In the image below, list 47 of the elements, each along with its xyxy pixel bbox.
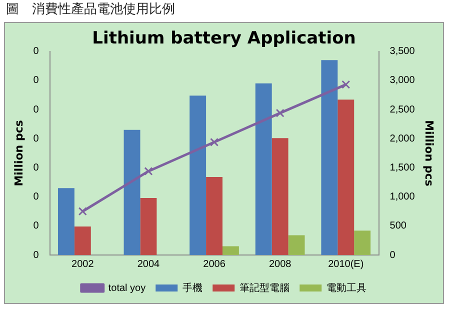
legend-label: 手機 <box>182 282 203 294</box>
bar <box>255 83 272 255</box>
point <box>78 207 87 216</box>
y-tick-label: 1,000 <box>390 192 416 203</box>
bar <box>190 96 206 255</box>
y-tick-label: 3,500 <box>390 46 416 58</box>
chart-title: 圖 消費性產品電池使用比例 <box>5 1 176 19</box>
x-tick-label: 2010(E) <box>328 258 364 270</box>
x-tick-label: 2008 <box>268 258 292 270</box>
y-tick-label: 0 <box>390 250 396 261</box>
y-tick-label: 2,000 <box>390 133 416 144</box>
chart-subtitle: Lithium battery Application <box>92 28 356 49</box>
x-tick-label: 2006 <box>203 258 226 270</box>
y-axis-title: Million pcs <box>12 120 26 186</box>
bar <box>140 198 157 255</box>
x-tick-label: 2004 <box>137 258 160 270</box>
bar <box>338 100 354 255</box>
bar <box>222 246 239 255</box>
text: 0 <box>33 250 40 261</box>
bar <box>124 130 140 255</box>
bar <box>272 138 288 255</box>
text: 0 <box>33 75 40 86</box>
text: 0 <box>33 192 40 203</box>
bar <box>288 235 305 255</box>
bar <box>354 230 371 255</box>
bar <box>58 188 74 255</box>
text: 0 <box>33 104 40 116</box>
bar <box>74 226 91 255</box>
point <box>144 166 153 176</box>
point <box>276 108 284 118</box>
y-tick-label: 2,500 <box>390 104 416 116</box>
legend-label: 電動工具 <box>326 282 367 294</box>
bar <box>206 177 222 255</box>
y-tick-label: 3,000 <box>390 75 416 86</box>
point <box>342 80 350 89</box>
x-tick-label: 2002 <box>72 258 94 270</box>
point <box>210 138 219 146</box>
text: 0 <box>33 220 40 232</box>
text: 0 <box>33 133 40 144</box>
y-tick-label: 1,500 <box>390 162 416 174</box>
y2-axis-title: Million pcs <box>422 120 436 187</box>
text: 0 <box>33 46 40 58</box>
y-tick-label: 500 <box>390 220 407 232</box>
legend-label: total yoy <box>108 282 146 294</box>
legend-label: 筆記型電腦 <box>240 282 290 294</box>
text: 0 <box>33 162 40 174</box>
bar <box>321 60 338 255</box>
